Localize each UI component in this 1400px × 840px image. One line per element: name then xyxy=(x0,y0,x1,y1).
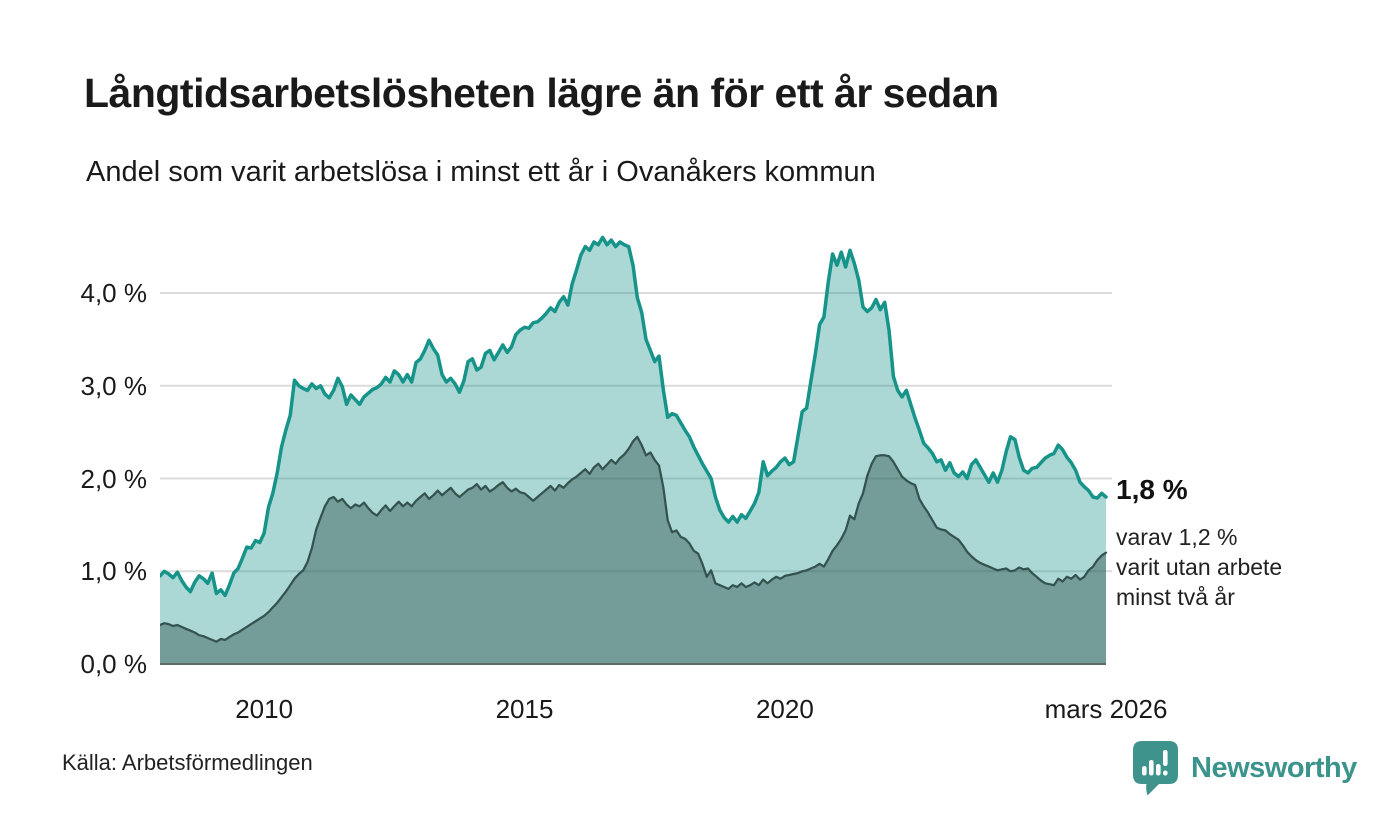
y-tick-label: 3,0 % xyxy=(80,370,148,401)
annotation-detail-line: varav 1,2 % xyxy=(1116,524,1238,550)
page-title: Långtidsarbetslösheten lägre än för ett … xyxy=(84,70,999,116)
line-unemployed-two-years xyxy=(160,435,1108,643)
x-tick-label: 2010 xyxy=(235,694,294,724)
area-unemployed-two-years xyxy=(160,436,1106,664)
newsworthy-wordmark: Newsworthy xyxy=(1191,751,1357,784)
x-tick-label: 2015 xyxy=(495,694,554,724)
source-credit: Källa: Arbetsförmedlingen xyxy=(62,750,313,775)
annotation-detail-line: varit utan arbete xyxy=(1116,554,1283,580)
annotation-detail-line: minst två år xyxy=(1116,584,1235,610)
latest-value-annotation: 1,8 % varav 1,2 % varit utan arbete mins… xyxy=(1116,474,1356,612)
x-tick-label: 2020 xyxy=(755,694,814,724)
y-tick-label: 4,0 % xyxy=(80,278,148,308)
y-tick-label: 2,0 % xyxy=(80,463,148,494)
latest-value-label: 1,8 % xyxy=(1116,474,1188,505)
x-tick-label: mars 2026 xyxy=(1044,694,1168,724)
newsworthy-logo: Newsworthy xyxy=(1132,740,1357,796)
page-subtitle: Andel som varit arbetslösa i minst ett å… xyxy=(86,156,876,188)
line-unemployed-one-year xyxy=(160,235,1108,598)
y-tick-label: 1,0 % xyxy=(80,556,148,587)
newsworthy-logo-icon xyxy=(1133,741,1178,796)
y-tick-label: 0,0 % xyxy=(80,649,148,679)
area-unemployed-one-year xyxy=(160,237,1106,664)
area-chart xyxy=(160,235,1112,665)
